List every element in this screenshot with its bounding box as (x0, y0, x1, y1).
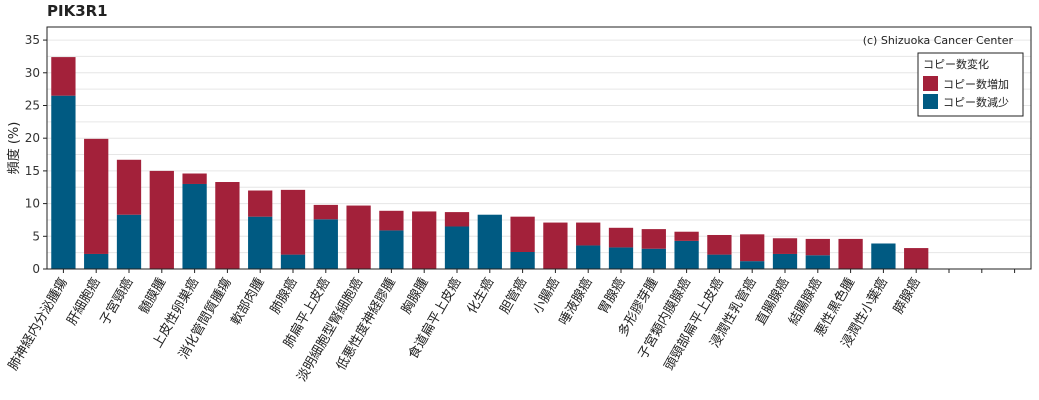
bar-segment (215, 182, 240, 269)
plot-frame (46, 26, 1032, 270)
bar-segment (641, 229, 666, 249)
bar-segment (740, 261, 765, 269)
bar-segment (248, 216, 273, 269)
bar-segment (772, 238, 798, 254)
x-tick-label: 胸腺腫 (398, 275, 431, 317)
bar-segment (313, 219, 338, 269)
bar-segment (412, 211, 437, 269)
legend-label-gain: コピー数増加 (943, 78, 1009, 91)
bar-segment (182, 183, 207, 269)
x-tick-label: 胆管癌 (497, 275, 530, 317)
bar-segment (313, 204, 338, 220)
y-tick-label: 10 (25, 197, 40, 211)
bars (51, 57, 929, 269)
bar-segment (805, 238, 830, 256)
x-tick-label: 肺腺癌 (267, 275, 300, 317)
bar-segment (379, 210, 404, 231)
bar-segment (346, 205, 371, 269)
y-tick-label: 20 (25, 131, 40, 145)
legend-label-loss: コピー数減少 (943, 95, 1009, 109)
credit-text: (c) Shizuoka Cancer Center (863, 34, 1014, 47)
y-tick-label: 0 (32, 262, 40, 276)
bar-segment (510, 251, 535, 269)
bar-segment (805, 255, 830, 269)
bar-segment (641, 248, 666, 269)
bar-segment (379, 230, 404, 269)
bar-segment (838, 238, 863, 269)
y-tick-label: 30 (25, 66, 40, 80)
bar-segment (510, 216, 535, 252)
y-tick-label: 5 (32, 229, 40, 243)
bar-segment (84, 138, 109, 254)
bar-segment (116, 214, 142, 269)
grid-lines (47, 39, 1031, 270)
bar-segment (707, 234, 732, 255)
bar-segment (772, 253, 798, 269)
y-tick-label: 35 (25, 33, 40, 47)
bar-segment (576, 222, 601, 246)
legend-title: コピー数変化 (923, 57, 989, 71)
bar-segment (280, 254, 306, 269)
bar-segment (871, 243, 896, 269)
bar-segment (84, 253, 109, 269)
bar-segment (674, 231, 699, 241)
chart-title: PIK3R1 (47, 2, 108, 20)
legend-swatch-gain (923, 76, 938, 91)
bar-segment (116, 159, 142, 215)
x-tick-label: 頭頸部扁平上皮癌 (661, 275, 727, 373)
y-tick-label: 25 (25, 98, 40, 112)
bar-segment (444, 226, 470, 269)
bar-segment (608, 247, 634, 269)
bar-segment (444, 212, 470, 227)
bar-segment (707, 254, 732, 269)
legend: コピー数変化 コピー数増加 コピー数減少 (917, 52, 1024, 117)
bar-segment (182, 173, 207, 184)
bar-segment (477, 214, 502, 269)
x-tick-label: 低悪性度神経膠腫 (333, 275, 399, 373)
bar-segment (51, 57, 76, 96)
bar-segment (280, 189, 306, 255)
bar-segment (149, 170, 174, 269)
x-tick-label: 肺神経内分泌腫瘍 (5, 275, 71, 373)
y-axis: 0 5 10 15 20 25 30 35 (25, 33, 47, 276)
x-tick-label: 髄膜腫 (136, 275, 169, 317)
y-axis-label: 頻度 (%) (6, 122, 22, 175)
y-tick-label: 15 (25, 164, 40, 178)
x-tick-label: 化生癌 (464, 275, 497, 317)
bar-segment (674, 240, 699, 269)
bar-segment (740, 234, 765, 262)
bar-segment (576, 245, 601, 269)
x-tick-label: 小腸癌 (529, 275, 562, 317)
bar-segment (248, 190, 273, 217)
bar-segment (543, 222, 568, 269)
bar-segment (608, 227, 634, 248)
bar-segment (51, 95, 76, 269)
x-tick-label: 胃腺癌 (595, 275, 628, 317)
bar-segment (904, 248, 929, 269)
legend-swatch-loss (923, 94, 938, 109)
x-tick-label: 膵腺癌 (890, 275, 923, 317)
